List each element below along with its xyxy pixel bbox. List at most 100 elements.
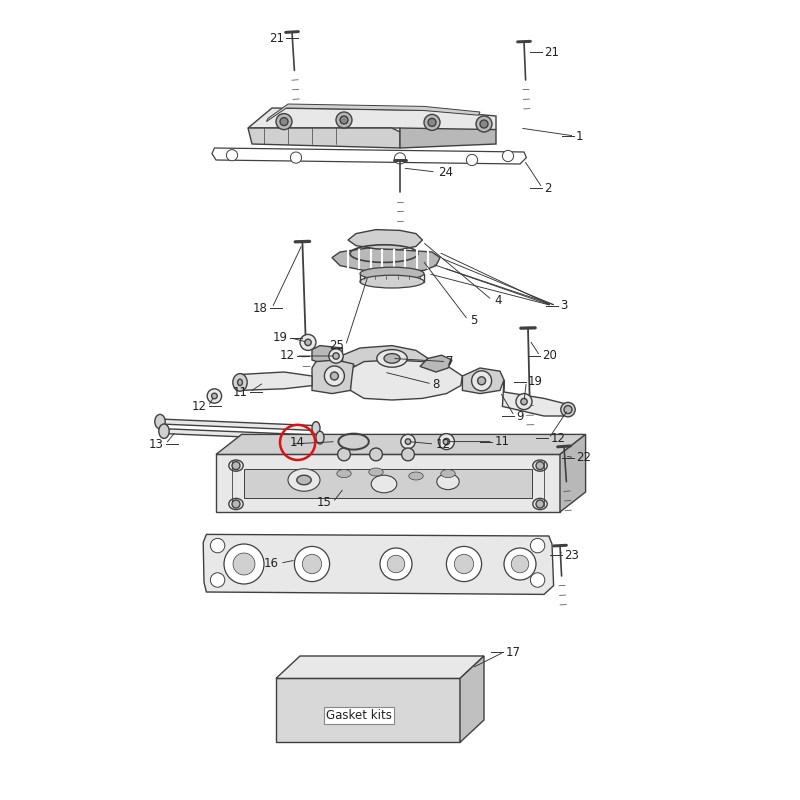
Text: 21: 21 [269,32,284,45]
Polygon shape [216,434,586,454]
Polygon shape [266,104,480,122]
Polygon shape [160,419,316,430]
Ellipse shape [472,370,491,390]
Text: 7: 7 [446,355,454,368]
Polygon shape [312,360,354,394]
Circle shape [210,538,225,553]
Text: 4: 4 [494,294,502,306]
Circle shape [502,150,514,162]
Circle shape [476,116,492,132]
Circle shape [516,394,532,410]
Polygon shape [460,656,484,742]
Circle shape [511,555,529,573]
Circle shape [536,500,544,508]
Text: 16: 16 [263,557,278,570]
Polygon shape [342,346,428,370]
Circle shape [370,448,382,461]
Ellipse shape [297,475,311,485]
Polygon shape [248,128,400,148]
Text: 15: 15 [317,496,332,509]
Text: 12: 12 [436,438,451,450]
Polygon shape [312,346,342,364]
Circle shape [454,554,474,574]
Ellipse shape [288,469,320,491]
Ellipse shape [533,460,547,471]
Text: 14: 14 [290,436,305,449]
Ellipse shape [207,389,222,403]
Circle shape [340,116,348,124]
Circle shape [336,112,352,128]
Ellipse shape [360,267,424,280]
Text: 8: 8 [432,378,439,390]
Ellipse shape [533,498,547,510]
Ellipse shape [377,350,407,367]
Ellipse shape [233,374,247,391]
Circle shape [280,118,288,126]
Polygon shape [244,469,532,498]
Circle shape [232,462,240,470]
Ellipse shape [401,434,415,449]
Circle shape [466,154,478,166]
Circle shape [210,573,225,587]
Circle shape [232,500,240,508]
Circle shape [530,538,545,553]
Circle shape [294,546,330,582]
Text: 22: 22 [576,451,591,464]
Ellipse shape [211,393,218,399]
Ellipse shape [405,438,411,444]
Circle shape [338,448,350,461]
Circle shape [521,398,527,405]
Polygon shape [462,368,504,394]
Text: 13: 13 [149,438,164,450]
Text: 21: 21 [544,46,559,58]
Circle shape [300,334,316,350]
Ellipse shape [329,349,343,363]
Text: 19: 19 [528,375,543,388]
Text: 12: 12 [279,350,294,362]
Ellipse shape [441,470,455,478]
Ellipse shape [155,414,165,429]
Ellipse shape [437,474,459,490]
Ellipse shape [316,431,324,444]
Ellipse shape [443,438,450,445]
Circle shape [226,150,238,161]
Polygon shape [420,355,452,372]
Polygon shape [164,429,320,440]
Text: 9: 9 [516,410,523,422]
Text: 5: 5 [470,314,478,326]
Polygon shape [350,360,462,400]
Polygon shape [276,656,484,678]
Polygon shape [400,128,496,148]
Ellipse shape [438,434,454,450]
Ellipse shape [229,498,243,510]
Text: 12: 12 [550,432,566,445]
Ellipse shape [330,372,338,380]
Polygon shape [203,534,554,594]
Circle shape [302,554,322,574]
Text: 1: 1 [576,130,583,142]
Ellipse shape [337,470,351,478]
Ellipse shape [369,468,383,476]
Text: 20: 20 [542,350,558,362]
Text: 3: 3 [560,299,567,312]
Text: 12: 12 [191,400,206,413]
Circle shape [380,548,412,580]
Text: 24: 24 [438,166,454,178]
Circle shape [394,153,406,164]
Circle shape [402,448,414,461]
Text: Gasket kits: Gasket kits [326,709,392,722]
Ellipse shape [325,366,344,386]
Circle shape [387,555,405,573]
Circle shape [564,406,572,414]
Ellipse shape [371,475,397,493]
Circle shape [480,120,488,128]
Text: 23: 23 [564,549,579,562]
Circle shape [233,553,255,575]
Polygon shape [502,380,572,416]
Ellipse shape [158,424,170,438]
Circle shape [305,339,311,346]
Text: 18: 18 [253,302,268,314]
Ellipse shape [561,402,575,417]
Circle shape [276,114,292,130]
Polygon shape [240,372,312,390]
